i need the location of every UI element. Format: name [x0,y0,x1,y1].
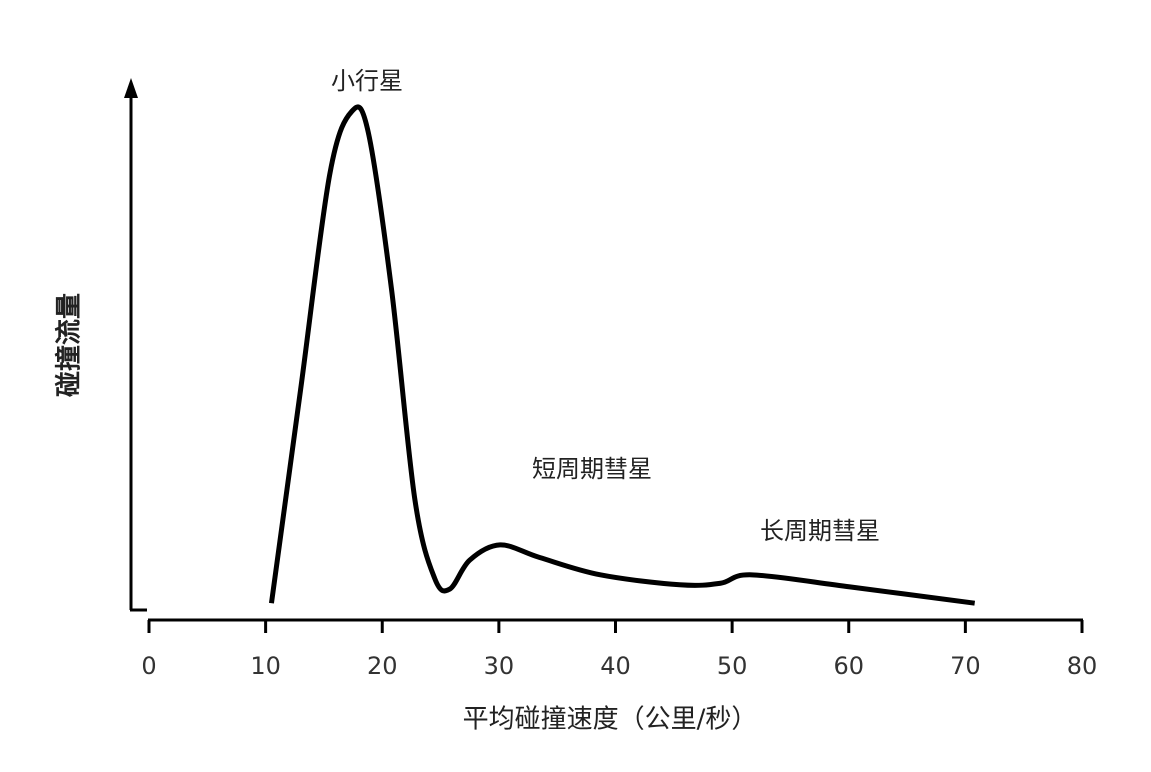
x-axis-title: 平均碰撞速度（公里/秒） [463,705,758,735]
x-tick-label: 20 [367,652,398,680]
x-tick-label: 80 [1067,652,1098,680]
annotation: 短周期彗星 [532,455,652,483]
x-tick-label: 60 [833,652,864,680]
x-tick-label: 70 [950,652,981,680]
x-tick-label: 10 [250,652,281,680]
x-tick-label: 30 [484,652,515,680]
annotation: 小行星 [331,67,403,95]
x-tick-label: 0 [141,652,156,680]
x-tick-label: 40 [600,652,631,680]
y-axis-arrow [124,78,138,98]
x-tick-label: 50 [717,652,748,680]
flux-curve [268,104,976,606]
y-axis-title: 碰撞流量 [55,293,85,397]
annotation: 长周期彗星 [760,517,880,545]
